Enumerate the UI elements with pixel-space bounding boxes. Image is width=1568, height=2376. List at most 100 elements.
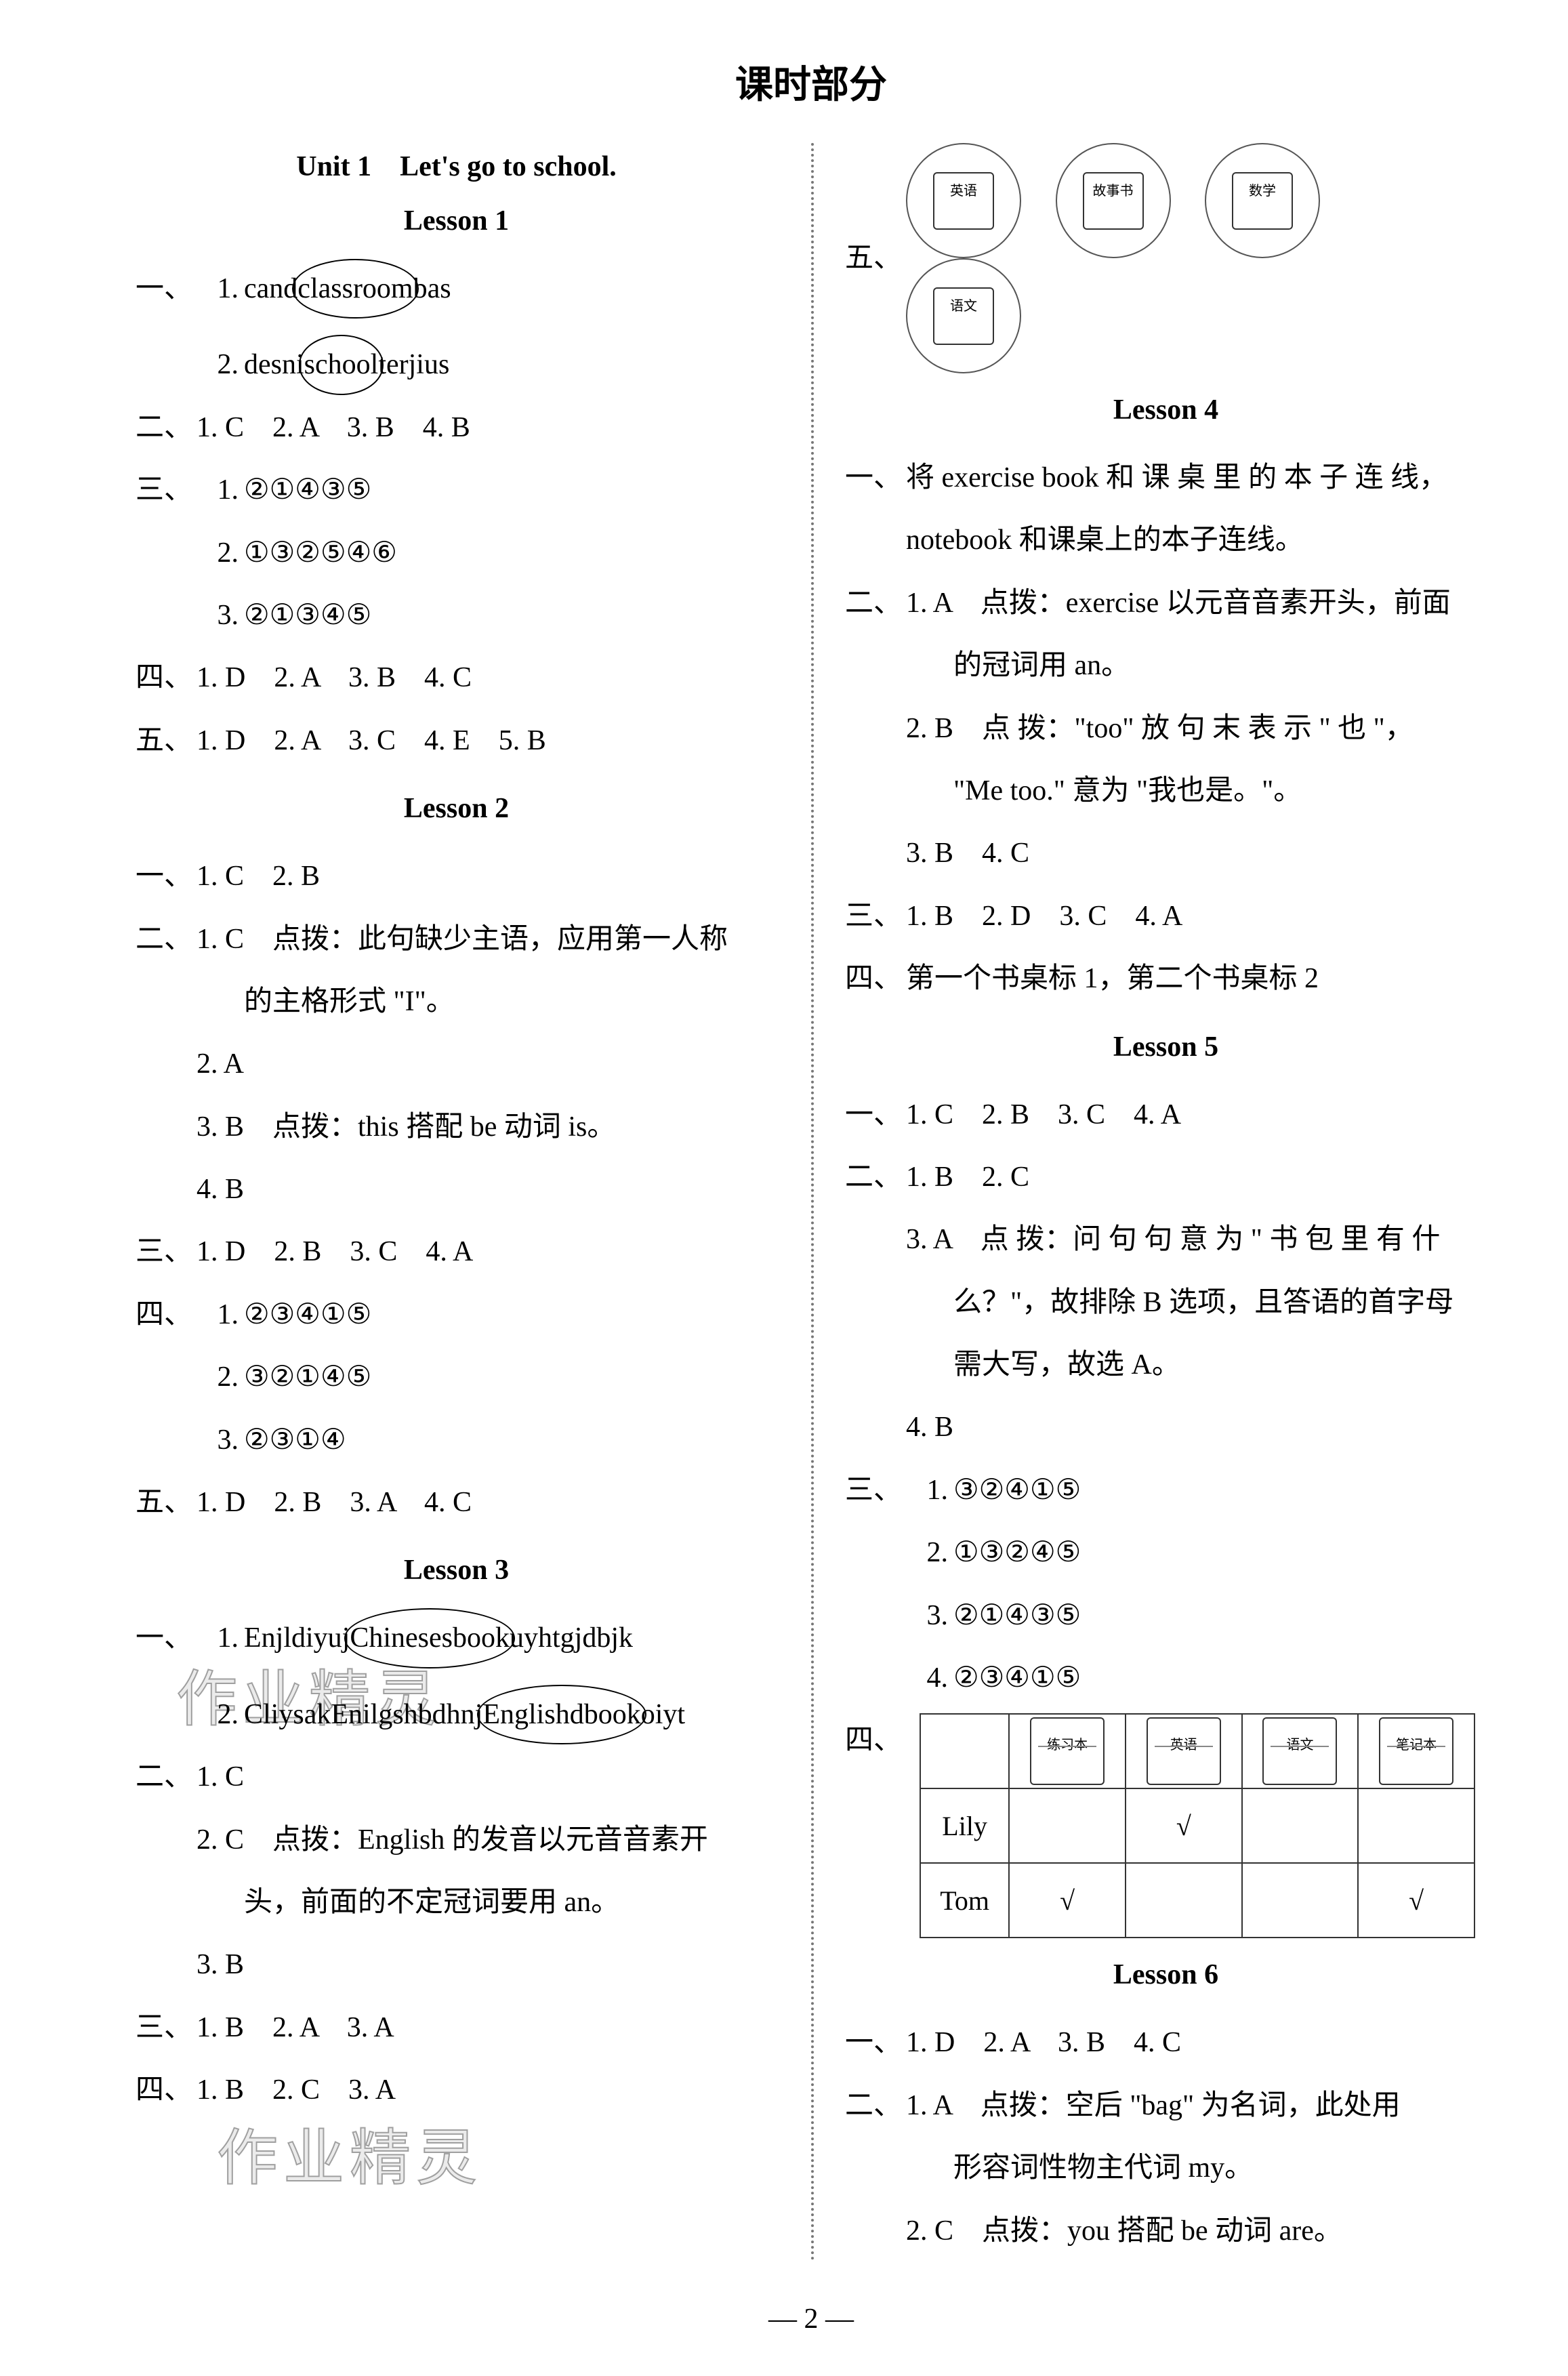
l4-er-2: 2. B 点 拨："too" 放 句 末 表 示 " 也 "， bbox=[906, 697, 1487, 760]
column-divider bbox=[811, 143, 814, 2262]
l1-yi-2: 2. desnischoolterjius bbox=[197, 333, 777, 396]
answer-text: 3. B bbox=[197, 1933, 777, 1996]
l4-yi-b: notebook 和课桌上的本子连线。 bbox=[906, 509, 1487, 571]
item-number: 2. bbox=[197, 522, 244, 584]
answer-text: 4. B bbox=[906, 1396, 1487, 1458]
book-label: 数学 bbox=[1233, 176, 1292, 206]
section-label: 一、 bbox=[136, 1607, 197, 1669]
l2-si-1: 四、 1. ②③④①⑤ bbox=[136, 1284, 777, 1346]
l1-yi-1: 一、 1. candclassroombas bbox=[136, 258, 777, 320]
l5-san-3: 3. ②①④③⑤ bbox=[906, 1584, 1487, 1647]
section-label: 一、 bbox=[845, 1084, 906, 1146]
answer-text: 1. D 2. A 3. B 4. C bbox=[197, 647, 777, 709]
l4-yi-a: 一、 将 exercise book 和 课 桌 里 的 本 子 连 线， bbox=[845, 447, 1487, 509]
answer-text: 1. C bbox=[197, 1746, 777, 1808]
l2-si-3: 3. ②③①④ bbox=[197, 1409, 777, 1471]
answer-text: 1. B 2. D 3. C 4. A bbox=[906, 885, 1487, 947]
text-inline: bas bbox=[413, 273, 451, 304]
section-label: 三、 bbox=[136, 459, 197, 521]
answer-text: 1. D 2. B 3. A 4. C bbox=[197, 1471, 777, 1534]
answer-text: 4. B bbox=[197, 1158, 777, 1221]
answer-text: 1. B 2. C bbox=[906, 1146, 1487, 1208]
lesson-4-header: Lesson 4 bbox=[845, 394, 1487, 426]
answer-text: 第一个书桌标 1，第二个书桌标 2 bbox=[906, 947, 1487, 1010]
l1-er: 二、 1. C 2. A 3. B 4. B bbox=[136, 396, 777, 459]
table-header-cell: 语文 bbox=[1242, 1714, 1359, 1788]
answer-text: 2. A bbox=[197, 1033, 777, 1095]
table-cell: √ bbox=[1126, 1788, 1242, 1863]
table-cell: √ bbox=[1358, 1863, 1474, 1938]
row-name-cell: Lily bbox=[920, 1788, 1009, 1863]
answer-text: 的主格形式 "I"。 bbox=[244, 970, 777, 1033]
answer-text: 3. A 点 拨：问 句 句 意 为 " 书 包 里 有 什 bbox=[906, 1208, 1487, 1271]
l4-er-1b: 的冠词用 an。 bbox=[953, 634, 1487, 697]
section-label: 二、 bbox=[136, 908, 197, 970]
section-label: 二、 bbox=[136, 1746, 197, 1808]
table-cell bbox=[1126, 1863, 1242, 1938]
l1-si: 四、 1. D 2. A 3. B 4. C bbox=[136, 647, 777, 709]
item-number: 1. bbox=[197, 1607, 244, 1669]
table-header-cell: 笔记本 bbox=[1358, 1714, 1474, 1788]
section-label: 三、 bbox=[136, 1996, 197, 2059]
l5-er-3c: 需大写，故选 A。 bbox=[953, 1334, 1487, 1396]
l4-er-2b: "Me too." 意为 "我也是。"。 bbox=[953, 760, 1487, 822]
unit-header: Unit 1 Let's go to school. bbox=[136, 143, 777, 184]
l5-er-3b: 么？"，故排除 B 选项，且答语的首字母 bbox=[953, 1271, 1487, 1334]
text-inline: uyhtgjdbjk bbox=[510, 1622, 633, 1654]
answer-text: 1. C 2. B bbox=[197, 845, 777, 907]
answer-text: 1. D 2. B 3. C 4. A bbox=[197, 1221, 777, 1283]
lesson-5-header: Lesson 5 bbox=[845, 1031, 1487, 1063]
l3-er-1: 二、 1. C bbox=[136, 1746, 777, 1808]
item-number: 1. bbox=[197, 1284, 244, 1346]
section-label: 三、 bbox=[136, 1221, 197, 1283]
answer-text: ②①④③⑤ bbox=[953, 1584, 1487, 1647]
l3-san: 三、 1. B 2. A 3. A bbox=[136, 1996, 777, 2059]
right-column: 五、 英语 故事书 数学 语文 Lesson 4 一、 将 exercise b… bbox=[825, 143, 1487, 2262]
left-column: Unit 1 Let's go to school. Lesson 1 一、 1… bbox=[136, 143, 798, 2262]
answer-text: ②③①④ bbox=[244, 1409, 777, 1471]
table-header-row: 练习本 英语 语文 笔记本 bbox=[920, 1714, 1474, 1788]
book-icon: 数学 bbox=[1232, 172, 1293, 230]
l6-er-1a: 二、 1. A 点拨：空后 "bag" 为名词，此处用 bbox=[845, 2074, 1487, 2137]
answer-text: ①③②⑤④⑥ bbox=[244, 522, 777, 584]
circled-word: Chinesesbook bbox=[350, 1607, 510, 1669]
text-inline: cand bbox=[244, 273, 297, 304]
answer-text: 1. A 点拨：exercise 以元音音素开头，前面 bbox=[906, 572, 1487, 634]
answer-text: 2. B 点 拨："too" 放 句 末 表 示 " 也 "， bbox=[906, 697, 1487, 760]
book-label: 英语 bbox=[934, 176, 993, 206]
answer-text: 3. B 点拨：this 搭配 be 动词 is。 bbox=[197, 1096, 777, 1158]
answer-text: 1. D 2. A 3. C 4. E 5. B bbox=[197, 710, 777, 772]
answer-text: 1. C 点拨：此句缺少主语，应用第一人称 bbox=[197, 908, 777, 970]
l1-wu: 五、 1. D 2. A 3. C 4. E 5. B bbox=[136, 710, 777, 772]
l4-er-1: 二、 1. A 点拨：exercise 以元音音素开头，前面 bbox=[845, 572, 1487, 634]
l1-san-3: 3. ②①③④⑤ bbox=[197, 584, 777, 647]
circled-word: classroom bbox=[297, 258, 413, 320]
book-icon: 笔记本 bbox=[1379, 1717, 1453, 1785]
subject-circle-icon: 故事书 bbox=[1056, 143, 1171, 258]
section-label: 四、 bbox=[136, 2059, 197, 2121]
l2-er-4: 4. B bbox=[197, 1158, 777, 1221]
l4-san: 三、 1. B 2. D 3. C 4. A bbox=[845, 885, 1487, 947]
table-row: Lily √ bbox=[920, 1788, 1474, 1863]
l5-er-3a: 3. A 点 拨：问 句 句 意 为 " 书 包 里 有 什 bbox=[906, 1208, 1487, 1271]
subject-circle-icon: 数学 bbox=[1205, 143, 1320, 258]
l4-si: 四、 第一个书桌标 1，第二个书桌标 2 bbox=[845, 947, 1487, 1010]
section-label: 四、 bbox=[845, 947, 906, 1010]
answer-text: 3. B 4. C bbox=[906, 822, 1487, 884]
l6-yi: 一、 1. D 2. A 3. B 4. C bbox=[845, 2011, 1487, 2074]
lesson-2-header: Lesson 2 bbox=[136, 792, 777, 825]
l5-san-4: 4. ②③④①⑤ bbox=[906, 1647, 1487, 1709]
answer-text: notebook 和课桌上的本子连线。 bbox=[906, 509, 1487, 571]
l6-er-1b: 形容词性物主代词 my。 bbox=[953, 2137, 1487, 2199]
l2-er-2: 2. A bbox=[197, 1033, 777, 1095]
book-icon: 英语 bbox=[1147, 1717, 1221, 1785]
l2-wu: 五、 1. D 2. B 3. A 4. C bbox=[136, 1471, 777, 1534]
table-corner-cell bbox=[920, 1714, 1009, 1788]
answer-text: 1. B 2. C 3. A bbox=[197, 2059, 777, 2121]
answer-text: 1. A 点拨：空后 "bag" 为名词，此处用 bbox=[906, 2074, 1487, 2137]
answer-text: ②③④①⑤ bbox=[953, 1647, 1487, 1709]
l4-er-34: 3. B 4. C bbox=[906, 822, 1487, 884]
answer-text: ②①③④⑤ bbox=[244, 584, 777, 647]
circled-word: Englishdbook bbox=[482, 1683, 640, 1746]
answer-text: 头，前面的不定冠词要用 an。 bbox=[244, 1871, 777, 1933]
